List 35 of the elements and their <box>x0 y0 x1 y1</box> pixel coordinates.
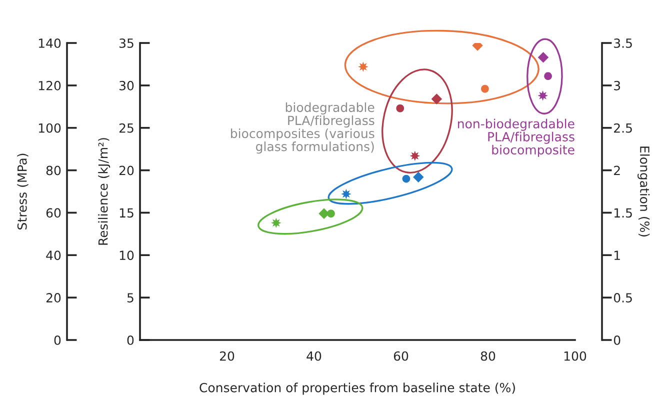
x-tick-label: 80 <box>480 351 496 361</box>
y2-axis-title: Elongation (%) <box>638 146 650 236</box>
y3-tick-label: 140 <box>38 38 61 48</box>
x-tick-label: 20 <box>220 351 234 361</box>
annotation: biodegradable PLA/fibreglass biocomposites (various glass formulations) <box>231 102 374 154</box>
x-axis-title: Conservation of properties from baseline state (%) <box>200 382 515 395</box>
y3-tick-label: 60 <box>46 208 61 218</box>
y-tick-label: 10 <box>120 250 134 260</box>
y-axis-title: Resilience (kJ/m²) <box>98 138 110 245</box>
y2-tick-label: 1 <box>614 250 620 260</box>
y3-tick-label: 120 <box>38 80 61 90</box>
y2-tick-label: 3 <box>614 80 620 90</box>
y3-tick-label: 20 <box>46 293 61 302</box>
y-tick-label: 0 <box>127 335 134 345</box>
y3-tick-label: 0 <box>54 335 61 345</box>
y2-tick-label: 3.5 <box>614 38 632 48</box>
y-tick-label: 20 <box>119 166 134 176</box>
y3-tick-label: 100 <box>38 123 61 133</box>
y2-tick-label: 2 <box>614 166 620 176</box>
y2-tick-label: 0.5 <box>614 293 632 302</box>
annotation: non-biodegradable PLA/fibreglass biocomposite <box>458 118 574 157</box>
y3-tick-label: 40 <box>46 250 61 260</box>
y-tick-label: 25 <box>119 123 134 133</box>
y-tick-label: 15 <box>120 208 134 218</box>
y2-tick-label: 1.5 <box>614 208 632 218</box>
y3-axis-title: Stress (MPa) <box>17 154 28 230</box>
x-tick-label: 40 <box>306 351 322 361</box>
y-tick-label: 5 <box>127 293 134 302</box>
x-tick-label: 100 <box>564 351 586 361</box>
x-tick-label: 60 <box>394 351 408 361</box>
y2-tick-label: 2.5 <box>614 123 632 133</box>
y3-tick-label: 80 <box>46 166 61 176</box>
y-tick-label: 30 <box>119 80 134 90</box>
y2-tick-label: 0 <box>614 335 620 345</box>
y-tick-label: 35 <box>119 38 134 48</box>
